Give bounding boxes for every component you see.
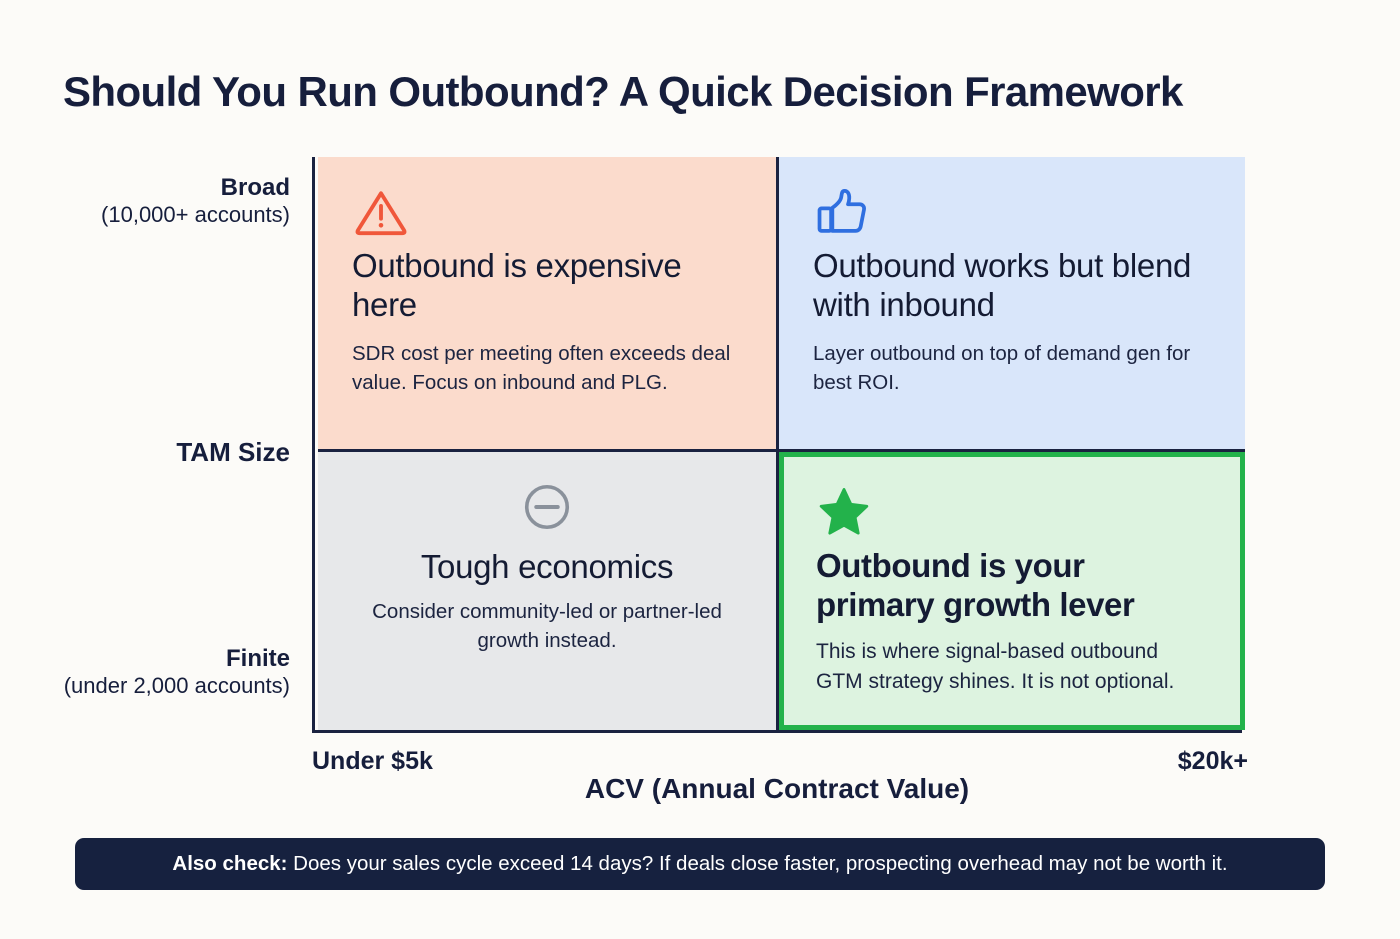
quadrant-top-left: Outbound is expensive here SDR cost per … [318,157,779,452]
quadrant-top-right-body: Layer outbound on top of demand gen for … [813,341,1191,394]
y-axis-title: TAM Size [176,437,290,467]
y-axis-low-label-primary: Finite [226,645,290,672]
matrix-grid: Outbound is expensive here SDR cost per … [318,157,1245,730]
decision-matrix: Outbound is expensive here SDR cost per … [312,157,1245,733]
y-axis-high-label-primary: Broad [220,174,290,201]
y-axis-low-label: Finite (under 2,000 accounts) [20,645,290,700]
thumbs-up-icon [813,183,1211,241]
quadrant-bottom-left-heading: Tough economics [420,548,674,585]
x-axis-high-label: $20k+ [1177,747,1248,775]
also-check-label: Also check: [172,852,288,875]
also-check-detail: Does your sales cycle exceed 14 days? If… [287,852,1228,875]
x-axis-title: ACV (Annual Contract Value) [584,773,970,804]
also-check-banner: Also check: Does your sales cycle exceed… [75,838,1325,890]
quadrant-top-left-body: SDR cost per meeting often exceeds deal … [352,341,731,394]
quadrant-top-right: Outbound works but blend with inbound La… [779,157,1245,452]
quadrant-top-left-heading: Outbound is expensive here [352,247,682,323]
also-check-text: Also check: Does your sales cycle exceed… [172,852,1227,876]
star-icon [816,483,1210,541]
x-axis-low-label: Under $5k [312,747,433,775]
quadrant-bottom-left-body: Consider community-led or partner-led gr… [372,599,722,653]
quadrant-bottom-left: Tough economics Consider community-led o… [318,452,779,730]
quadrant-bottom-right-body: This is where signal-based outbound GTM … [816,639,1175,693]
y-axis-high-label-sub: (10,000+ accounts) [101,202,290,228]
quadrant-bottom-right: Outbound is your primary growth lever Th… [779,452,1245,730]
page-title: Should You Run Outbound? A Quick Decisio… [63,68,1183,115]
quadrant-bottom-right-heading: Outbound is your primary growth lever [816,547,1135,623]
circle-minus-icon [352,480,742,538]
warning-triangle-icon [352,183,742,241]
y-axis-high-label: Broad (10,000+ accounts) [20,174,290,229]
y-axis-low-label-sub: (under 2,000 accounts) [63,673,290,699]
quadrant-top-right-heading: Outbound works but blend with inbound [813,247,1192,323]
